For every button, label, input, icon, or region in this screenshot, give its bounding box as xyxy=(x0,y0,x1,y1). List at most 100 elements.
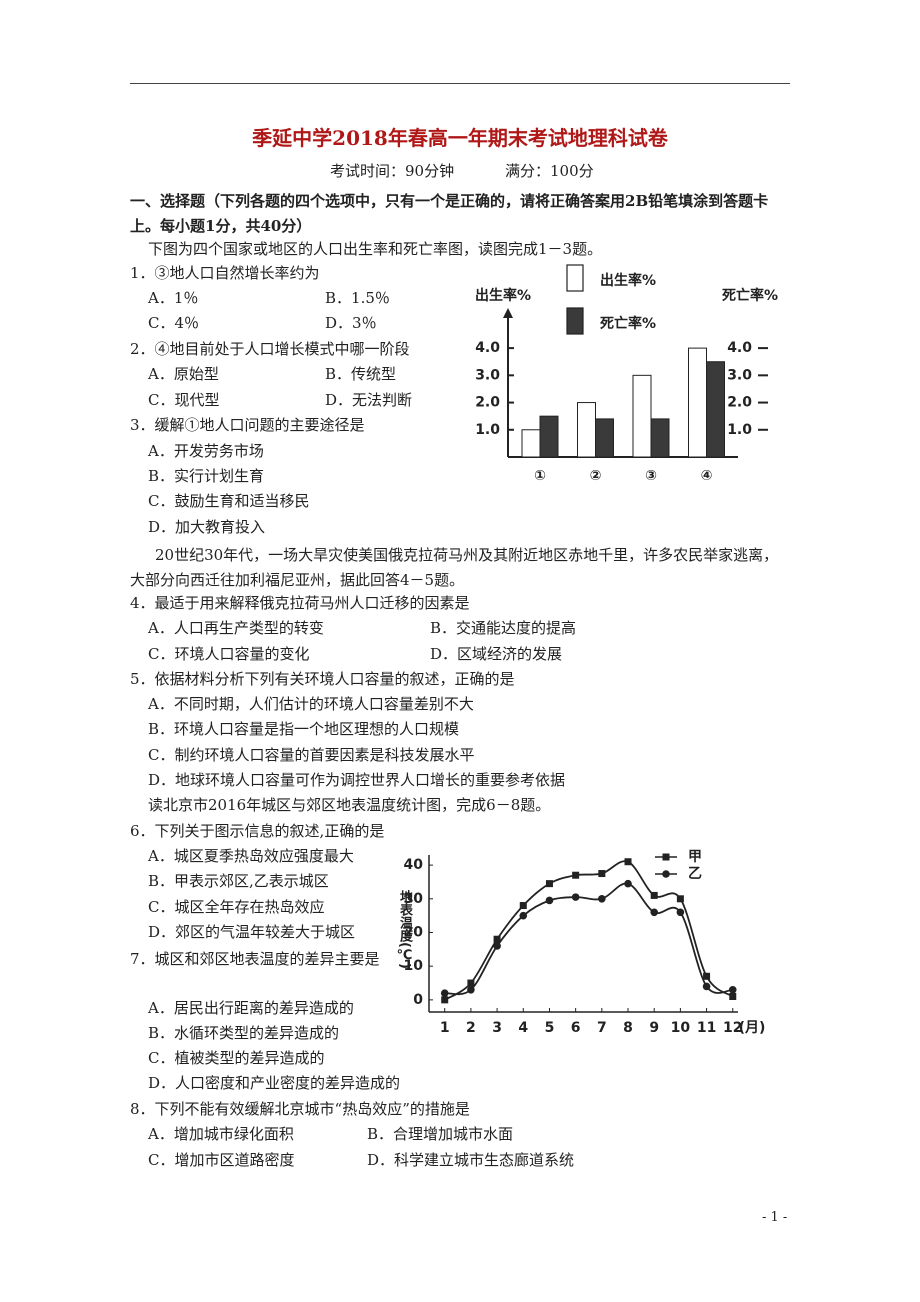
point xyxy=(545,896,554,905)
point xyxy=(729,993,737,1001)
option: D．3％ xyxy=(325,314,377,332)
x-tick-label: 5 xyxy=(545,1020,555,1036)
intro: 下图为四个国家或地区的人口出生率和死亡率图，读图完成1－3题。 xyxy=(148,240,603,258)
section-title: 一、选择题（下列各题的四个选项中，只有一个是正确的，请将正确答案用2B铅笔填涂到… xyxy=(130,192,769,235)
option: C．现代型 xyxy=(148,391,220,409)
x-tick-label: 10 xyxy=(671,1020,691,1036)
title: 季延中学2018年春高一年期末考试地理科试卷 xyxy=(252,126,668,150)
y2-tick-label: 2.0 xyxy=(727,395,752,411)
option: A．增加城市绿化面积 xyxy=(148,1125,294,1143)
legend-label: 死亡率% xyxy=(599,315,656,332)
y-tick-label: 30 xyxy=(404,891,424,907)
bar xyxy=(539,415,559,458)
x-tick-label: ① xyxy=(534,468,546,484)
option: D．郊区的气温年较差大于城区 xyxy=(148,923,356,941)
option: D．地球环境人口容量可作为调控世界人口增长的重要参考依据 xyxy=(148,771,566,789)
option: B．水循环类型的差异造成的 xyxy=(148,1024,340,1042)
option: D．区域经济的发展 xyxy=(430,645,563,663)
point xyxy=(519,911,528,920)
option: A．1％ xyxy=(148,289,199,307)
point xyxy=(702,982,711,991)
intro: 20世纪30年代，一场大旱灾使美国俄克拉荷马州及其附近地区赤地千里，许多农民举家… xyxy=(130,546,779,589)
bar xyxy=(688,347,707,458)
point xyxy=(441,996,449,1004)
legend-marker xyxy=(662,870,670,878)
y-axis-label: 地表温度(℃) xyxy=(397,890,412,969)
point xyxy=(519,902,527,910)
point xyxy=(624,858,632,866)
x-tick-label: 4 xyxy=(518,1020,528,1036)
point xyxy=(624,879,632,888)
point xyxy=(650,891,658,899)
y-tick-label: 3.0 xyxy=(475,367,500,383)
option: C．增加市区道路密度 xyxy=(148,1151,295,1169)
bar xyxy=(650,418,670,458)
option: C．植被类型的差异造成的 xyxy=(148,1049,325,1067)
option: A．居民出行距离的差异造成的 xyxy=(148,999,354,1017)
y-tick-label: 1.0 xyxy=(475,422,500,438)
option: A．开发劳务市场 xyxy=(148,442,264,460)
line xyxy=(444,882,733,996)
x-tick-label: ③ xyxy=(645,468,657,484)
point xyxy=(493,942,501,950)
point xyxy=(545,880,553,888)
y-tick-label: 4.0 xyxy=(475,340,500,356)
option: B．甲表示郊区,乙表示城区 xyxy=(148,872,329,890)
question: 8．下列不能有效缓解北京城市“热岛效应”的措施是 xyxy=(130,1100,470,1118)
point xyxy=(571,893,580,901)
x-axis-label: (月) xyxy=(739,1020,766,1036)
option: B．交通能达度的提高 xyxy=(430,619,577,637)
option: A．不同时期，人们估计的环境人口容量差别不大 xyxy=(148,695,474,713)
y-tick-label: 0 xyxy=(413,992,423,1008)
full-score: 满分：100分 xyxy=(505,162,594,180)
x-tick-label: ④ xyxy=(701,468,713,484)
question: 2．④地目前处于人口增长模式中哪一阶段 xyxy=(130,340,410,358)
bar xyxy=(706,361,725,458)
option: A．原始型 xyxy=(148,365,219,383)
option: B．1.5％ xyxy=(325,289,390,307)
option: B．实行计划生育 xyxy=(148,467,265,485)
intro: 读北京市2016年城区与郊区地表温度统计图，完成6－8题。 xyxy=(148,796,551,814)
question: 5．依据材料分析下列有关环境人口容量的叙述，正确的是 xyxy=(130,670,515,688)
option: C．鼓励生育和适当移民 xyxy=(148,492,310,510)
page-number: - 1 - xyxy=(762,1210,788,1225)
x-tick-label: 12 xyxy=(723,1020,742,1036)
bar xyxy=(632,374,652,458)
option: D．科学建立城市生态廊道系统 xyxy=(367,1151,575,1169)
bar xyxy=(521,429,541,458)
option: A．人口再生产类型的转变 xyxy=(148,619,324,637)
y-tick-label: 10 xyxy=(404,958,424,974)
y-axis-label: 出生率% xyxy=(475,287,531,304)
option: B．环境人口容量是指一个地区理想的人口规模 xyxy=(148,720,460,738)
point xyxy=(676,908,685,917)
option: D．无法判断 xyxy=(325,391,413,409)
question: 7．城区和郊区地表温度的差异主要是 xyxy=(130,950,380,968)
option: C．城区全年存在热岛效应 xyxy=(148,898,325,916)
axis-arrow xyxy=(503,308,513,318)
y-tick-label: 2.0 xyxy=(475,395,500,411)
point xyxy=(650,908,659,917)
option: B．合理增加城市水面 xyxy=(367,1125,514,1143)
option: D．加大教育投入 xyxy=(148,518,266,536)
legend-label: 乙 xyxy=(688,866,702,882)
legend-swatch xyxy=(566,307,584,335)
x-tick-label: 2 xyxy=(466,1020,476,1036)
point xyxy=(467,979,475,987)
x-tick-label: 11 xyxy=(697,1020,716,1036)
exam-time: 考试时间：90分钟 xyxy=(330,162,455,180)
option: A．城区夏季热岛效应强度最大 xyxy=(148,847,354,865)
y2-tick-label: 3.0 xyxy=(727,367,752,383)
option: D．人口密度和产业密度的差异造成的 xyxy=(148,1074,401,1092)
question: 6．下列关于图示信息的叙述,正确的是 xyxy=(130,822,385,840)
x-tick-label: ② xyxy=(590,468,602,484)
point xyxy=(493,935,501,943)
x-tick-label: 3 xyxy=(492,1020,502,1036)
question: 1．③地人口自然增长率约为 xyxy=(130,264,320,282)
legend-swatch xyxy=(566,264,584,292)
x-tick-label: 8 xyxy=(623,1020,633,1036)
top-rule xyxy=(130,83,790,84)
option: C．制约环境人口容量的首要因素是科技发展水平 xyxy=(148,746,475,764)
point xyxy=(572,871,580,879)
y-tick-label: 20 xyxy=(404,924,424,940)
x-tick-label: 1 xyxy=(440,1020,450,1036)
